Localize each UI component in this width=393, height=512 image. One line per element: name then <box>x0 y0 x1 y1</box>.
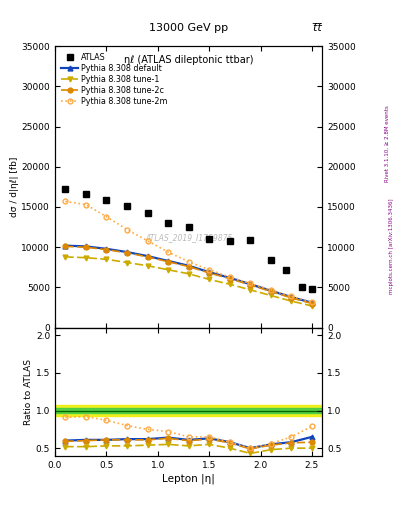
Line: Pythia 8.308 tune-1: Pythia 8.308 tune-1 <box>63 254 314 308</box>
Pythia 8.308 tune-2c <box>83 244 88 250</box>
ATLAS <box>145 209 150 216</box>
ATLAS <box>186 224 191 230</box>
Pythia 8.308 default <box>310 300 314 306</box>
Legend: ATLAS, Pythia 8.308 default, Pythia 8.308 tune-1, Pythia 8.308 tune-2c, Pythia 8: ATLAS, Pythia 8.308 default, Pythia 8.30… <box>59 50 170 108</box>
Pythia 8.308 tune-2m <box>104 214 109 220</box>
Bar <box>55 408 322 413</box>
Pythia 8.308 default <box>228 275 232 281</box>
Pythia 8.308 default <box>166 258 171 264</box>
Pythia 8.308 tune-2c <box>289 295 294 301</box>
Pythia 8.308 tune-2c <box>63 243 68 249</box>
X-axis label: Lepton |η|: Lepton |η| <box>162 474 215 484</box>
Pythia 8.308 tune-1 <box>207 276 211 283</box>
Pythia 8.308 tune-2m <box>125 226 129 232</box>
Pythia 8.308 tune-2c <box>125 250 129 256</box>
ATLAS <box>63 186 68 193</box>
Pythia 8.308 default <box>145 253 150 259</box>
Pythia 8.308 tune-1 <box>248 287 253 293</box>
Pythia 8.308 tune-1 <box>289 298 294 304</box>
Pythia 8.308 tune-2c <box>104 247 109 253</box>
Pythia 8.308 tune-2m <box>228 274 232 280</box>
Pythia 8.308 tune-1 <box>186 271 191 277</box>
ATLAS <box>166 220 171 226</box>
Line: ATLAS: ATLAS <box>62 186 315 292</box>
Pythia 8.308 default <box>186 263 191 269</box>
Pythia 8.308 tune-1 <box>125 260 129 266</box>
Pythia 8.308 tune-1 <box>166 267 171 273</box>
Pythia 8.308 tune-2m <box>186 259 191 265</box>
Y-axis label: dσ / d|ηℓ| [fb]: dσ / d|ηℓ| [fb] <box>10 157 18 217</box>
Pythia 8.308 tune-2m <box>166 249 171 255</box>
ATLAS <box>299 284 304 290</box>
Pythia 8.308 tune-1 <box>63 254 68 260</box>
Pythia 8.308 tune-2c <box>145 254 150 260</box>
Pythia 8.308 tune-2c <box>166 259 171 265</box>
Pythia 8.308 tune-2m <box>289 293 294 300</box>
Pythia 8.308 tune-2c <box>207 270 211 276</box>
Pythia 8.308 default <box>289 294 294 300</box>
Pythia 8.308 tune-2c <box>248 282 253 288</box>
Pythia 8.308 default <box>83 243 88 249</box>
Text: t̅t̅: t̅t̅ <box>314 23 322 33</box>
Text: 13000 GeV pp: 13000 GeV pp <box>149 23 228 33</box>
Pythia 8.308 tune-2c <box>186 264 191 270</box>
Pythia 8.308 tune-1 <box>83 254 88 261</box>
Pythia 8.308 tune-2m <box>83 202 88 208</box>
Pythia 8.308 tune-2m <box>63 198 68 204</box>
Pythia 8.308 tune-2m <box>310 299 314 305</box>
Line: Pythia 8.308 default: Pythia 8.308 default <box>63 243 314 305</box>
Text: Rivet 3.1.10, ≥ 2.8M events: Rivet 3.1.10, ≥ 2.8M events <box>385 105 389 182</box>
Line: Pythia 8.308 tune-2c: Pythia 8.308 tune-2c <box>63 244 314 306</box>
Pythia 8.308 tune-2m <box>207 267 211 273</box>
Pythia 8.308 default <box>125 249 129 255</box>
ATLAS <box>125 203 129 209</box>
Pythia 8.308 tune-1 <box>228 281 232 287</box>
Pythia 8.308 tune-2m <box>268 287 273 293</box>
Pythia 8.308 tune-2m <box>145 238 150 244</box>
ATLAS <box>248 237 253 243</box>
Pythia 8.308 tune-2c <box>310 301 314 307</box>
Pythia 8.308 tune-2c <box>268 288 273 294</box>
Pythia 8.308 tune-2m <box>248 281 253 287</box>
ATLAS <box>268 257 273 263</box>
Pythia 8.308 tune-2c <box>228 275 232 282</box>
ATLAS <box>228 238 232 244</box>
Pythia 8.308 default <box>63 243 68 249</box>
Pythia 8.308 tune-1 <box>310 303 314 309</box>
Bar <box>55 405 322 416</box>
Text: ATLAS_2019_I1759875: ATLAS_2019_I1759875 <box>145 233 232 242</box>
ATLAS <box>83 191 88 197</box>
ATLAS <box>207 236 211 242</box>
Pythia 8.308 tune-1 <box>268 292 273 298</box>
Pythia 8.308 tune-1 <box>145 263 150 269</box>
ATLAS <box>284 267 288 273</box>
Pythia 8.308 tune-1 <box>104 256 109 262</box>
Line: Pythia 8.308 tune-2m: Pythia 8.308 tune-2m <box>63 199 314 304</box>
Y-axis label: Ratio to ATLAS: Ratio to ATLAS <box>24 359 33 424</box>
Pythia 8.308 default <box>268 288 273 294</box>
Pythia 8.308 default <box>248 281 253 287</box>
Text: mcplots.cern.ch [arXiv:1306.3436]: mcplots.cern.ch [arXiv:1306.3436] <box>389 198 393 293</box>
Pythia 8.308 default <box>207 269 211 275</box>
ATLAS <box>310 286 314 292</box>
Pythia 8.308 default <box>104 246 109 252</box>
ATLAS <box>104 197 109 203</box>
Text: ηℓ (ATLAS dileptonic ttbar): ηℓ (ATLAS dileptonic ttbar) <box>124 55 253 65</box>
